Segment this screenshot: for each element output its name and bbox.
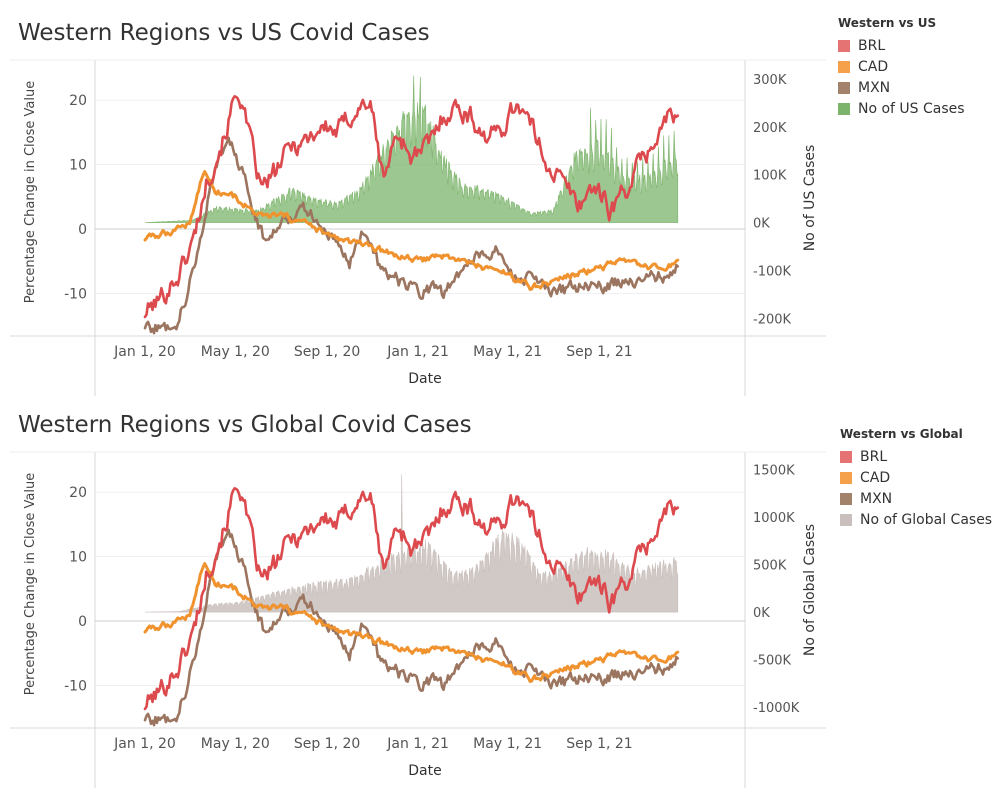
legend-item-mxn[interactable]: MXN bbox=[840, 488, 992, 509]
legend-swatch-cad bbox=[840, 471, 852, 484]
legend-global: Western vs Global BRL CAD MXN No of Glob… bbox=[840, 427, 992, 530]
y2-axis-label: No of US Cases bbox=[802, 145, 818, 252]
y2-tick-label: 1500K bbox=[753, 464, 795, 479]
y2-tick-label: 0K bbox=[753, 606, 770, 621]
series-line-cad bbox=[143, 562, 680, 683]
y-tick-label: 10 bbox=[69, 158, 87, 174]
legend-swatch-brl bbox=[840, 450, 852, 463]
series-line-brl bbox=[143, 487, 680, 711]
y2-axis-label: No of Global Cases bbox=[802, 524, 818, 656]
series-line-cad bbox=[143, 170, 680, 291]
series-area-cases bbox=[144, 75, 679, 223]
chart-panel-us: Western Regions vs US Covid Cases 20 10 0 -… bbox=[0, 0, 1000, 400]
legend-item-brl[interactable]: BRL bbox=[840, 446, 992, 467]
y2-tick-label: -100K bbox=[753, 264, 792, 279]
x-tick-label: May 1, 21 bbox=[473, 344, 542, 360]
legend-item-us-cases[interactable]: No of US Cases bbox=[838, 98, 965, 119]
legend-us: Western vs US BRL CAD MXN No of US Cases bbox=[838, 16, 965, 119]
x-tick-label: Jan 1, 21 bbox=[386, 736, 449, 752]
x-tick-label: Jan 1, 20 bbox=[113, 344, 176, 360]
y2-tick-label: 100K bbox=[753, 169, 787, 184]
y2-tick-label: -200K bbox=[753, 312, 792, 327]
y-tick-label: 0 bbox=[78, 614, 87, 630]
legend-item-mxn[interactable]: MXN bbox=[838, 77, 965, 98]
legend-swatch-global-cases bbox=[840, 513, 852, 526]
chart-svg-us[interactable]: 20 10 0 -10 300K 200K 100K 0K -100K -200K Jan 1, 2… bbox=[0, 0, 1000, 400]
x-tick-label: Sep 1, 20 bbox=[294, 736, 360, 752]
x-tick-label: Sep 1, 21 bbox=[566, 736, 632, 752]
y-tick-label: 20 bbox=[69, 93, 87, 109]
series-area-cases bbox=[144, 474, 679, 613]
legend-item-cad[interactable]: CAD bbox=[838, 56, 965, 77]
x-tick-label: May 1, 20 bbox=[201, 736, 270, 752]
legend-swatch-us-cases bbox=[838, 102, 850, 115]
series-line-brl bbox=[143, 95, 680, 319]
y-tick-label: 20 bbox=[69, 485, 87, 501]
x-axis-label: Date bbox=[408, 763, 441, 779]
legend-swatch-mxn bbox=[838, 81, 850, 94]
x-axis-label: Date bbox=[408, 371, 441, 387]
y-axis-label: Percentage Change in Close Value bbox=[23, 473, 38, 695]
y-tick-label: 0 bbox=[78, 222, 87, 238]
y-axis-label: Percentage Change in Close Value bbox=[23, 81, 38, 303]
y2-tick-label: 300K bbox=[753, 73, 787, 88]
legend-swatch-cad bbox=[838, 60, 850, 73]
y2-tick-label: 200K bbox=[753, 121, 787, 136]
series-line-mxn bbox=[143, 528, 680, 727]
legend-swatch-brl bbox=[838, 39, 850, 52]
legend-title: Western vs Global bbox=[840, 427, 963, 441]
y-tick-label: -10 bbox=[64, 286, 87, 302]
series-line-mxn bbox=[143, 136, 680, 335]
y2-tick-label: 0K bbox=[753, 217, 770, 232]
y-tick-label: 10 bbox=[69, 550, 87, 566]
y2-tick-label: 1000K bbox=[753, 511, 795, 526]
legend-title: Western vs US bbox=[838, 16, 937, 30]
y2-tick-label: 500K bbox=[753, 559, 787, 574]
x-tick-label: Sep 1, 20 bbox=[294, 344, 360, 360]
y2-tick-label: -500K bbox=[753, 654, 792, 669]
legend-item-global-cases[interactable]: No of Global Cases bbox=[840, 509, 992, 530]
chart-title: Western Regions vs US Covid Cases bbox=[18, 20, 430, 46]
x-tick-label: May 1, 21 bbox=[473, 736, 542, 752]
legend-item-brl[interactable]: BRL bbox=[838, 35, 965, 56]
y-tick-label: -10 bbox=[64, 678, 87, 694]
x-tick-label: Sep 1, 21 bbox=[566, 344, 632, 360]
x-tick-label: Jan 1, 20 bbox=[113, 736, 176, 752]
y2-tick-label: -1000K bbox=[753, 701, 800, 716]
x-tick-label: Jan 1, 21 bbox=[386, 344, 449, 360]
legend-item-cad[interactable]: CAD bbox=[840, 467, 992, 488]
x-tick-label: May 1, 20 bbox=[201, 344, 270, 360]
legend-swatch-mxn bbox=[840, 492, 852, 505]
